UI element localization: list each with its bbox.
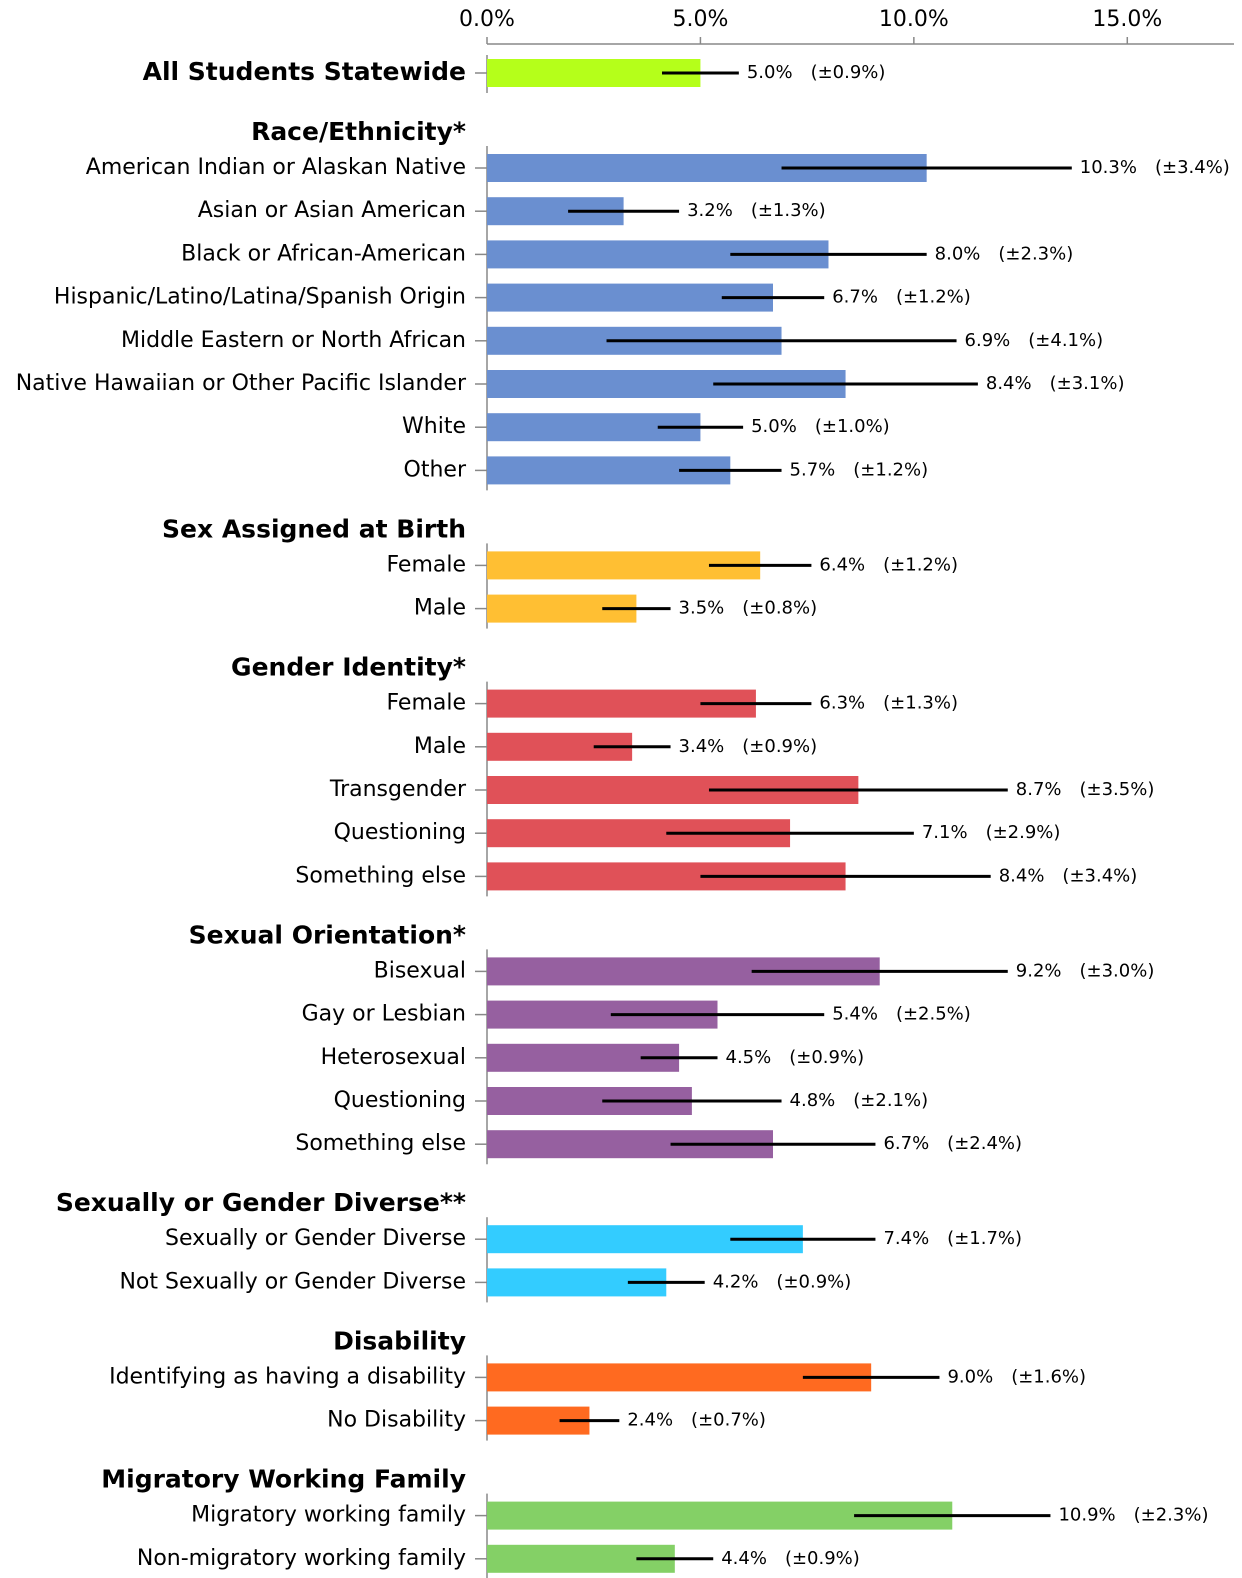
category-label: Questioning [334,1088,466,1113]
group-title: Sexual Orientation* [189,920,466,949]
error-label: (±1.7%) [947,1228,1022,1249]
value-label: 6.7% [883,1133,929,1154]
category-label: Male [414,734,466,759]
error-label: (±3.1%) [1050,373,1125,394]
group-title: All Students Statewide [143,57,466,86]
value-label: 8.7% [1016,779,1062,800]
value-label: 9.0% [947,1366,993,1387]
value-label: 10.3% [1080,157,1137,178]
category-label: White [402,414,466,439]
value-label: 6.4% [819,554,865,575]
error-label: (±0.7%) [691,1410,766,1431]
value-label: 2.4% [627,1410,673,1431]
error-label: (±1.3%) [751,200,826,221]
category-label: Gay or Lesbian [302,1002,466,1027]
category-label: Transgender [329,777,467,802]
error-label: (±3.0%) [1080,960,1155,981]
value-label: 3.2% [687,200,733,221]
x-tick-label: 0.0% [459,7,515,32]
error-label: (±3.5%) [1080,779,1155,800]
error-label: (±2.1%) [853,1090,928,1111]
value-label: 5.7% [790,459,836,480]
value-label: 5.0% [747,62,793,83]
value-label: 7.1% [922,822,968,843]
group-title: Race/Ethnicity* [251,117,466,146]
error-label: (±0.9%) [742,736,817,757]
error-label: (±0.9%) [789,1047,864,1068]
category-label: Black or African-American [181,241,466,266]
error-label: (±2.5%) [896,1004,971,1025]
x-tick-label: 15.0% [1092,7,1162,32]
value-label: 6.9% [965,330,1011,351]
category-label: Something else [295,1131,466,1156]
value-label: 4.4% [721,1548,767,1569]
category-label: Something else [295,863,466,888]
category-label: Not Sexually or Gender Diverse [119,1269,466,1294]
group-title: Sexually or Gender Diverse** [56,1188,466,1217]
error-label: (±0.9%) [811,62,886,83]
category-label: Heterosexual [321,1045,466,1070]
category-label: Male [414,596,466,621]
category-label: Middle Eastern or North African [121,328,466,353]
category-label: American Indian or Alaskan Native [86,155,466,180]
value-label: 4.2% [713,1271,759,1292]
value-label: 5.0% [751,416,797,437]
error-label: (±1.6%) [1011,1366,1086,1387]
value-label: 8.4% [986,373,1032,394]
error-label: (±1.2%) [896,287,971,308]
error-label: (±2.3%) [1134,1505,1209,1526]
value-label: 7.4% [883,1228,929,1249]
category-label: Migratory working family [191,1503,466,1528]
error-label: (±1.0%) [815,416,890,437]
error-label: (±0.8%) [742,598,817,619]
value-label: 6.7% [832,287,878,308]
category-label: Female [386,552,466,577]
error-label: (±2.4%) [947,1133,1022,1154]
value-label: 9.2% [1016,960,1062,981]
category-label: Bisexual [374,958,466,983]
error-label: (±0.9%) [785,1548,860,1569]
value-label: 8.0% [935,243,981,264]
x-tick-label: 5.0% [672,7,728,32]
category-label: Hispanic/Latino/Latina/Spanish Origin [54,285,466,310]
error-label: (±2.9%) [986,822,1061,843]
category-label: Native Hawaiian or Other Pacific Islande… [16,371,467,396]
error-label: (±3.4%) [1155,157,1230,178]
value-label: 3.4% [679,736,725,757]
error-label: (±1.2%) [883,554,958,575]
category-label: Female [386,691,466,716]
error-label: (±3.4%) [1062,865,1137,886]
category-label: Non-migratory working family [137,1546,466,1571]
error-label: (±4.1%) [1028,330,1103,351]
category-label: Asian or Asian American [198,198,466,223]
error-label: (±1.3%) [883,693,958,714]
group-title: Migratory Working Family [101,1465,466,1494]
category-label: No Disability [327,1408,466,1433]
value-label: 10.9% [1058,1505,1115,1526]
error-label: (±1.2%) [853,459,928,480]
group-title: Sex Assigned at Birth [162,514,466,543]
value-label: 3.5% [679,598,725,619]
category-label: Identifying as having a disability [109,1364,466,1389]
x-tick-label: 10.0% [879,7,949,32]
value-label: 8.4% [999,865,1045,886]
group-title: Gender Identity* [231,653,466,682]
value-label: 6.3% [819,693,865,714]
category-label: Questioning [334,820,466,845]
value-label: 5.4% [832,1004,878,1025]
error-label: (±2.3%) [998,243,1073,264]
category-label: Other [404,457,467,482]
category-label: Sexually or Gender Diverse [165,1226,466,1251]
error-label: (±0.9%) [776,1271,851,1292]
group-title: Disability [333,1326,466,1355]
value-label: 4.8% [790,1090,836,1111]
value-label: 4.5% [726,1047,772,1068]
